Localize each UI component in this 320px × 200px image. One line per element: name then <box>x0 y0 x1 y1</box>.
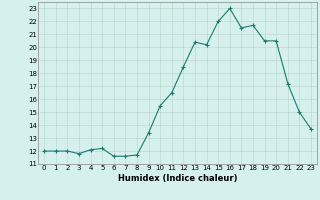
X-axis label: Humidex (Indice chaleur): Humidex (Indice chaleur) <box>118 174 237 183</box>
